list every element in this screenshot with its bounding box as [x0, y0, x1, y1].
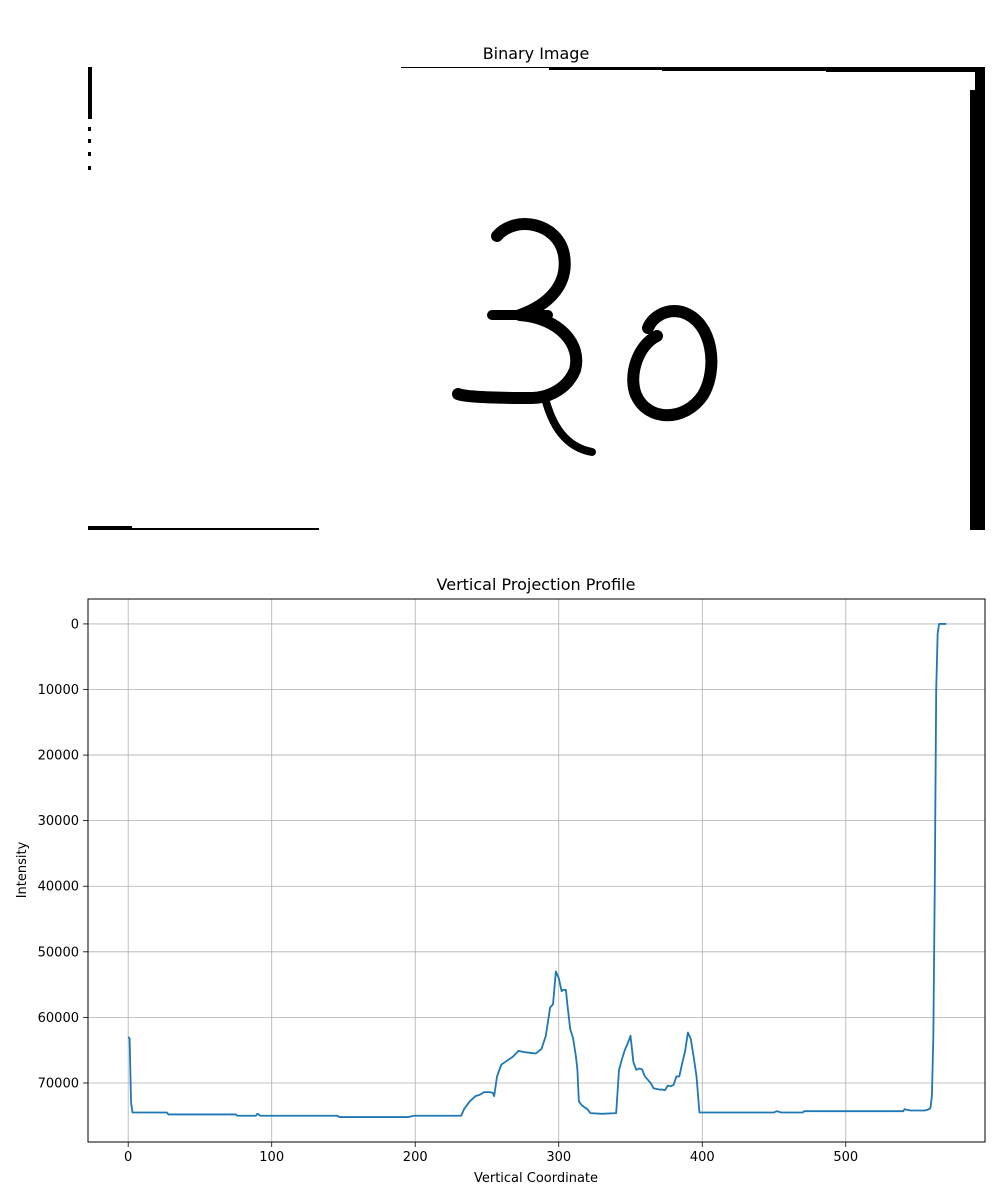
y-tick-label: 20000: [38, 749, 79, 764]
bottom-line: [88, 528, 319, 530]
x-tick-label: 400: [690, 1150, 715, 1165]
top-border-thick: [826, 67, 985, 72]
binary-image: [88, 67, 985, 530]
right-border: [975, 67, 985, 530]
left-edge-mark: [88, 67, 92, 119]
x-tick-label: 300: [546, 1150, 571, 1165]
top-border-thick: [662, 67, 985, 71]
x-tick-label: 200: [403, 1150, 428, 1165]
edge-speck: [88, 127, 91, 131]
chart-title: Vertical Projection Profile: [437, 575, 636, 594]
y-tick-label: 60000: [38, 1011, 79, 1026]
y-tick-label: 10000: [38, 683, 79, 698]
digit-0-stroke: [627, 305, 718, 422]
x-axis-label: Vertical Coordinate: [474, 1171, 598, 1186]
digit-3-stroke: [452, 218, 583, 404]
edge-speck: [88, 139, 91, 143]
y-tick-label: 30000: [38, 814, 79, 829]
x-tick-label: 500: [833, 1150, 858, 1165]
y-tick-label: 0: [71, 617, 79, 632]
y-axis-ticks: 0 10000 20000 30000 40000 50000 60000 70000: [38, 617, 88, 1091]
series-line: [127, 623, 947, 1118]
y-tick-label: 50000: [38, 945, 79, 960]
grid: [88, 599, 985, 1142]
y-tick-label: 40000: [38, 880, 79, 895]
right-border-inner: [970, 90, 976, 530]
x-axis-ticks: 0 100 200 300 400 500: [124, 1142, 858, 1165]
x-tick-label: 100: [259, 1150, 284, 1165]
x-tick-label: 0: [124, 1150, 132, 1165]
plot-frame: [87, 598, 986, 1143]
image-background: [88, 67, 985, 530]
image-panel-title: Binary Image: [483, 44, 590, 63]
y-tick-label: 70000: [38, 1076, 79, 1091]
digit-3-tail: [541, 394, 596, 456]
edge-speck: [88, 166, 91, 170]
y-axis-label: Intensity: [15, 841, 30, 898]
edge-speck: [88, 152, 91, 156]
